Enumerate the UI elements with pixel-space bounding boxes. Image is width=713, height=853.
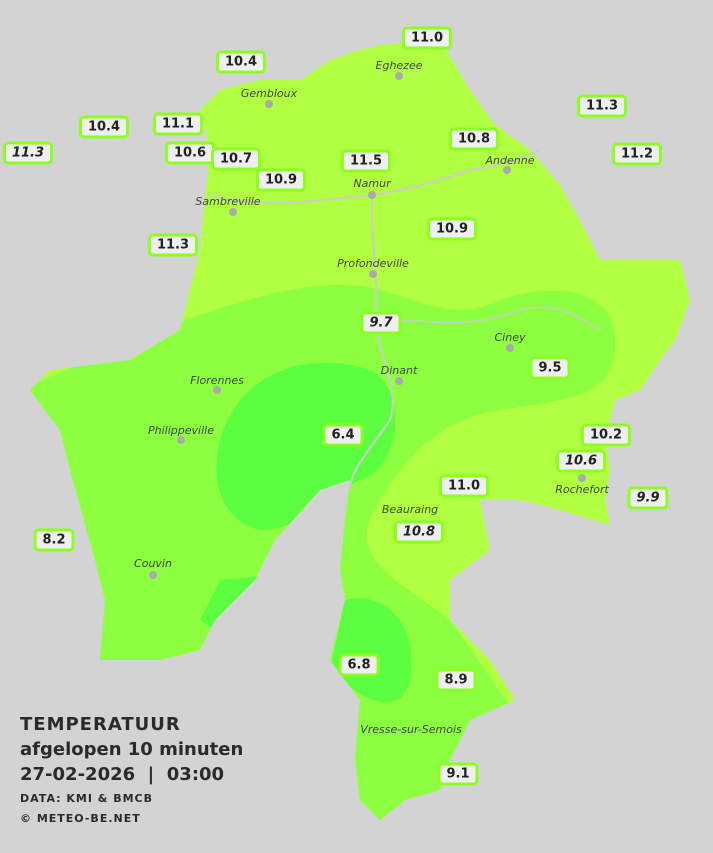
legend-subtitle: afgelopen 10 minuten: [20, 739, 244, 760]
legend-title: TEMPERATUUR: [20, 714, 181, 735]
river: [389, 306, 601, 331]
station-label: 9.7: [360, 311, 402, 335]
station-label: 6.8: [338, 653, 380, 677]
station-label: 10.8: [393, 520, 445, 544]
station-label: 8.2: [33, 528, 75, 552]
city-dot: [177, 436, 185, 444]
city-label: Rochefort: [555, 483, 609, 496]
city-label: Sambreville: [195, 195, 261, 208]
station-label: 11.3: [576, 94, 628, 118]
city-label: Dinant: [380, 364, 418, 377]
station-label: 10.2: [580, 423, 632, 447]
river: [209, 149, 541, 491]
city-dot: [229, 208, 237, 216]
station-label: 10.9: [426, 217, 478, 241]
city-label: Vresse-sur-Semois: [360, 723, 462, 736]
station-label: 10.6: [164, 141, 216, 165]
legend: TEMPERATUUR afgelopen 10 minuten 27-02-2…: [20, 712, 243, 829]
station-label: 11.2: [611, 142, 663, 166]
station-label: 11.1: [152, 112, 204, 136]
station-label: 6.4: [322, 423, 364, 447]
city-dot: [368, 191, 376, 199]
station-label: 10.4: [78, 115, 130, 139]
city-dot: [503, 166, 511, 174]
city-label: Andenne: [485, 154, 535, 167]
station-label: 10.8: [448, 127, 500, 151]
station-label: 11.3: [2, 141, 54, 165]
city-dot: [578, 474, 586, 482]
legend-datetime: 27-02-2026 | 03:00: [20, 764, 225, 785]
city-label: Beauraing: [381, 503, 439, 516]
station-label: 10.7: [210, 147, 262, 171]
station-label: 11.0: [438, 474, 490, 498]
city-label: Couvin: [134, 557, 172, 570]
station-label: 11.5: [340, 149, 392, 173]
city-dot: [149, 571, 157, 579]
city-dot: [369, 270, 377, 278]
station-label: 11.3: [147, 233, 199, 257]
station-label: 10.9: [255, 168, 307, 192]
legend-source: DATA: KMI & BMCB: [20, 792, 153, 805]
station-label: 9.1: [437, 762, 479, 786]
station-label: 10.4: [215, 50, 267, 74]
city-dot: [213, 386, 221, 394]
cool-zone: [216, 362, 396, 530]
station-label: 11.0: [401, 26, 453, 50]
city-label: Gembloux: [240, 87, 298, 100]
city-label: Philippeville: [148, 424, 214, 437]
city-label: Eghezee: [375, 59, 423, 72]
city-label: Namur: [353, 177, 391, 190]
legend-copyright: © METEO-BE.NET: [20, 812, 141, 825]
station-label: 8.9: [435, 668, 477, 692]
city-label: Profondeville: [337, 257, 409, 270]
city-dot: [506, 344, 514, 352]
station-label: 9.9: [627, 486, 669, 510]
city-dot: [395, 72, 403, 80]
station-label: 10.6: [555, 449, 607, 473]
station-label: 9.5: [529, 356, 571, 380]
city-label: Ciney: [494, 331, 526, 344]
city-dot: [265, 100, 273, 108]
city-dot: [395, 377, 403, 385]
city-label: Florennes: [190, 374, 244, 387]
